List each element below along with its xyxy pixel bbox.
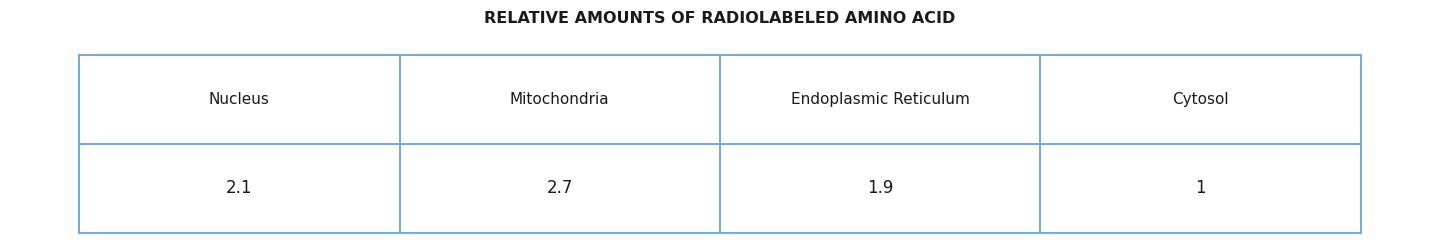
Text: 1: 1: [1195, 179, 1205, 197]
Bar: [79, 55, 1361, 233]
Text: 2.7: 2.7: [547, 179, 573, 197]
Text: RELATIVE AMOUNTS OF RADIOLABELED AMINO ACID: RELATIVE AMOUNTS OF RADIOLABELED AMINO A…: [484, 11, 956, 26]
Text: Nucleus: Nucleus: [209, 92, 269, 107]
Text: Mitochondria: Mitochondria: [510, 92, 609, 107]
Text: Endoplasmic Reticulum: Endoplasmic Reticulum: [791, 92, 969, 107]
Text: 2.1: 2.1: [226, 179, 252, 197]
Text: Cytosol: Cytosol: [1172, 92, 1228, 107]
Text: 1.9: 1.9: [867, 179, 893, 197]
